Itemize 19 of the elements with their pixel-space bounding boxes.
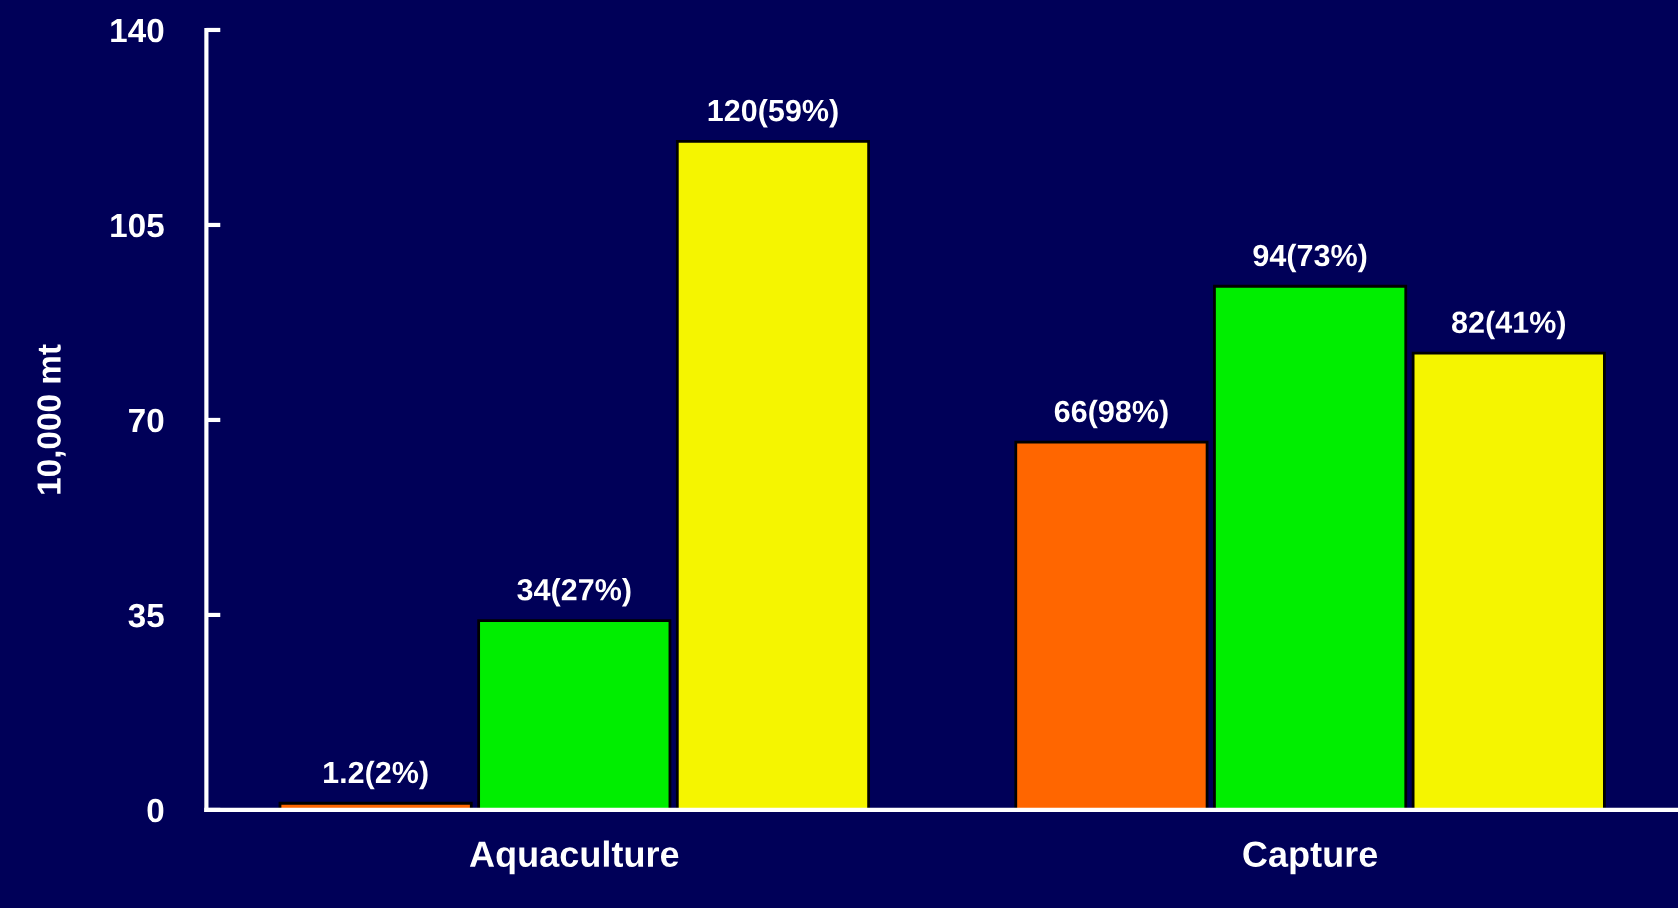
data-label: 120(59%): [708, 98, 838, 128]
y-tick-label: 105: [111, 213, 164, 238]
y-tick-label: 0: [147, 798, 164, 823]
bar: [477, 619, 672, 810]
bar: [1213, 284, 1408, 810]
y-tick-label: 140: [111, 18, 164, 43]
data-label: 34(27%): [517, 578, 631, 607]
bar: [1014, 440, 1209, 810]
y-tick-label: 35: [128, 603, 164, 628]
data-label: 82(41%): [1451, 310, 1565, 340]
y-tick-label: 70: [129, 408, 164, 433]
bar: [1411, 351, 1606, 810]
bar: [675, 140, 871, 810]
x-tick-label: Capture: [1243, 841, 1378, 875]
x-tick-label: Aquaculture: [469, 840, 679, 875]
data-label: 66(98%): [1054, 399, 1168, 429]
data-label: 94(73%): [1253, 243, 1367, 273]
y-axis-title: 10,000 mt: [37, 344, 66, 494]
data-label: 1.2(2%): [324, 760, 428, 790]
